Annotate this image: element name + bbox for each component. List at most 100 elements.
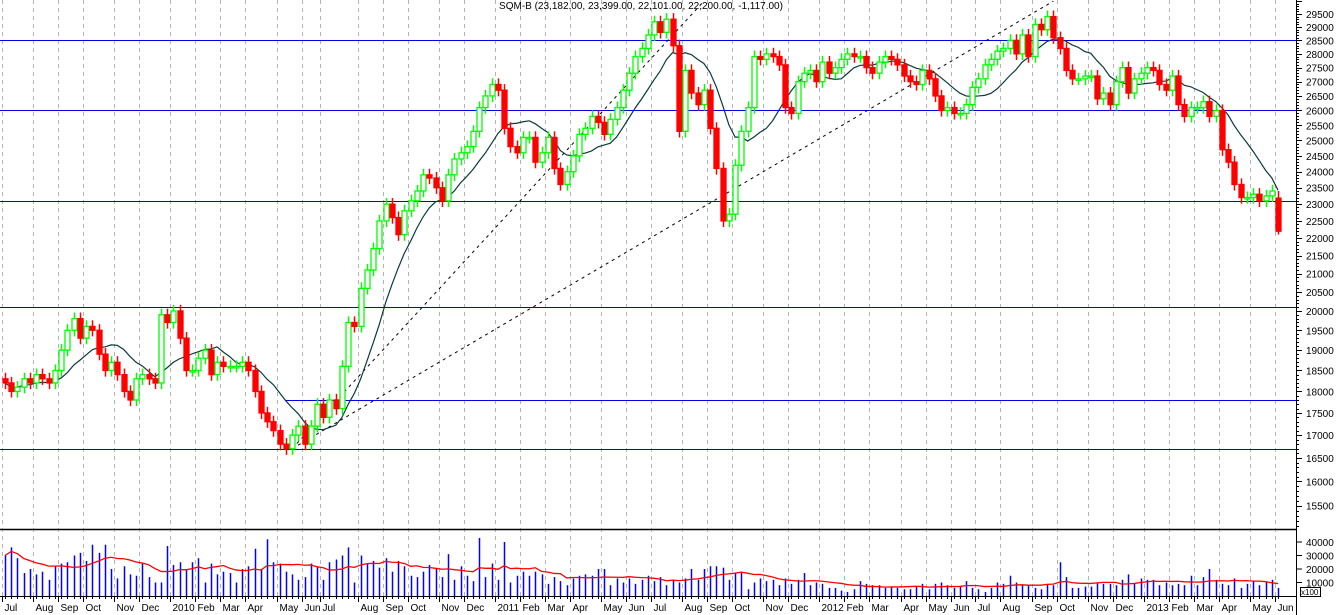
candle-up [844,53,851,60]
candle-up [71,317,78,331]
candle-up [14,386,21,393]
candle-up [239,361,246,368]
y-tick-label: 23000 [1306,200,1334,211]
y-tick-label: 17000 [1306,431,1334,442]
x-tick-label: Apr [248,603,264,614]
candle-up [969,86,976,106]
y-tick-label: 24000 [1306,168,1334,179]
candle-down [901,64,908,77]
candle-up [745,106,752,132]
candle-up [963,103,970,115]
volume-tick-label: 30000 [1306,552,1334,563]
candle-up [944,106,951,112]
candle-down [776,55,783,66]
candle-up [233,365,240,369]
candle-down [1219,109,1226,151]
candle-down [1125,66,1132,94]
x-tick-label: Feb [1172,603,1190,614]
x-tick-label: Jun [629,603,645,614]
candle-down [1181,103,1188,118]
volume-unit-label: x100 [1301,588,1319,597]
candle-down [1063,47,1070,72]
x-tick-label: Aug [1003,603,1021,614]
candle-up [763,53,770,60]
candle-down [1025,34,1032,58]
x-tick-label: Mar [548,603,566,614]
x-tick-label: 2012 [822,603,845,614]
y-tick-label: 16000 [1306,477,1334,488]
candle-up [795,81,802,115]
x-tick-label: Feb [847,603,865,614]
candle-up [170,310,177,324]
x-tick-label: Jun [1278,603,1294,614]
candle-up [1044,15,1051,31]
candle-up [227,365,234,369]
y-tick-label: 27500 [1306,64,1334,75]
candle-down [96,329,103,355]
candle-down [89,325,96,331]
candle-down [395,216,402,236]
candle-up [957,112,964,116]
candle-up [645,34,652,50]
volume-tick-label: 10000 [1306,579,1334,590]
candle-down [208,349,215,376]
candle-down [1156,69,1163,86]
x-tick-label: Oct [1060,603,1076,614]
y-tick-label: 26500 [1306,92,1334,103]
candle-down [77,317,84,339]
candle-down [121,373,128,393]
x-tick-label: Sep [386,603,404,614]
candle-down [913,81,920,86]
candle-up [526,136,533,140]
x-tick-label: Nov [117,603,135,614]
x-tick-label: May [1253,603,1272,614]
candle-up [414,190,421,202]
candle-up [819,61,826,83]
candle-up [982,64,989,80]
candle-down [146,373,153,380]
x-tick-label: May [280,603,299,614]
chart-title-text: SQM-B (23,182.00, 23,399.00, 22,101.00, … [499,1,783,12]
candle-down [932,78,939,97]
candle-up [1082,75,1089,80]
x-tick-label: Feb [523,603,541,614]
x-tick-label: Aug [361,603,379,614]
y-tick-label: 15500 [1306,502,1334,513]
candle-down [670,18,677,47]
x-tick-label: Sep [61,603,79,614]
candle-down [1163,83,1170,91]
candle-down [1225,149,1232,163]
candle-up [451,158,458,176]
candle-down [277,429,284,445]
candle-down [770,53,777,58]
candle-up [520,136,527,154]
candle-up [994,50,1001,60]
y-tick-label: 29000 [1306,23,1334,34]
candle-down [894,58,901,66]
volume-tick-label: 40000 [1306,538,1334,549]
x-tick-label: 2010 [173,603,196,614]
candle-down [102,353,109,372]
candle-down [1206,101,1213,118]
candle-up [632,55,639,74]
x-tick-label: 2013 [1147,603,1170,614]
candle-down [1256,193,1263,202]
candle-down [114,361,121,376]
candle-up [33,373,40,384]
candle-up [682,69,689,132]
y-tick-label: 25000 [1306,136,1334,147]
candle-up [975,78,982,88]
y-tick-label: 20000 [1306,307,1334,318]
candle-down [1175,75,1182,106]
candle-down [851,53,858,58]
candle-up [876,61,883,74]
candle-down [389,203,396,219]
candle-down [283,443,290,450]
candle-up [832,66,839,74]
candle-up [21,378,28,388]
candle-up [1007,39,1014,50]
candle-up [1032,23,1039,58]
candle-up [1244,196,1251,200]
